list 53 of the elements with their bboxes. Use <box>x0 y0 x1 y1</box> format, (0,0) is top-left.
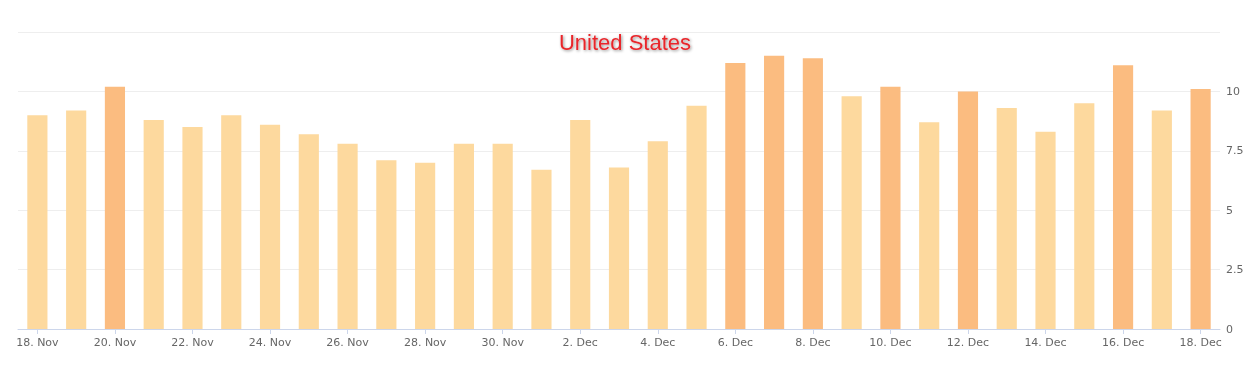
bar <box>1190 89 1211 329</box>
x-tick-label: 12. Dec <box>946 336 990 349</box>
x-tick-label: 10. Dec <box>869 336 912 349</box>
y-tick-label: 7.5 <box>1226 144 1244 158</box>
x-tick-label: 2. Dec <box>562 336 598 349</box>
y-tick-label: 5 <box>1226 203 1233 217</box>
bar <box>182 127 203 329</box>
bar <box>841 96 862 329</box>
x-tick-label: 4. Dec <box>640 336 676 349</box>
x-tick-label: 8. Dec <box>795 336 831 349</box>
x-tick-label: 24. Nov <box>248 336 292 349</box>
bar <box>143 119 164 329</box>
x-tick-label: 28. Nov <box>403 336 447 349</box>
chart-title: United States <box>558 29 692 55</box>
x-tick-label: 6. Dec <box>717 336 753 349</box>
x-tick-label: 30. Nov <box>481 336 525 349</box>
bar <box>880 86 901 329</box>
bar <box>570 119 591 329</box>
x-tick-label: 18. Dec <box>1179 336 1222 349</box>
x-tick-label: 14. Dec <box>1024 336 1067 349</box>
bar <box>1112 65 1134 329</box>
bar <box>415 162 436 329</box>
bar <box>337 143 358 329</box>
bar <box>764 55 785 329</box>
bar <box>221 115 242 329</box>
bar <box>453 143 474 329</box>
bar <box>957 91 979 329</box>
bar <box>919 122 940 329</box>
x-tick-label: 22. Nov <box>171 336 215 349</box>
bar <box>686 105 707 329</box>
bar <box>608 167 630 329</box>
bar <box>1074 103 1095 329</box>
bar <box>298 134 319 329</box>
bar <box>531 169 552 329</box>
y-tick-label: 0 <box>1226 322 1233 336</box>
bar <box>802 58 823 329</box>
bar <box>1151 110 1172 329</box>
x-tick-label: 26. Nov <box>326 336 370 349</box>
bar <box>66 110 87 329</box>
x-tick-label: 16. Dec <box>1101 336 1145 349</box>
bar <box>996 108 1017 329</box>
bar <box>647 141 668 329</box>
bar <box>492 143 513 329</box>
x-tick-label: 20. Nov <box>93 336 137 349</box>
bar <box>376 160 397 329</box>
bar <box>27 115 48 329</box>
x-tick-label: 18. Nov <box>16 336 60 349</box>
bar <box>104 86 126 329</box>
y-tick-label: 2.5 <box>1226 263 1244 277</box>
y-tick-label: 10 <box>1226 84 1240 98</box>
bar <box>725 62 746 329</box>
bar <box>259 124 281 329</box>
bar <box>1035 131 1056 329</box>
